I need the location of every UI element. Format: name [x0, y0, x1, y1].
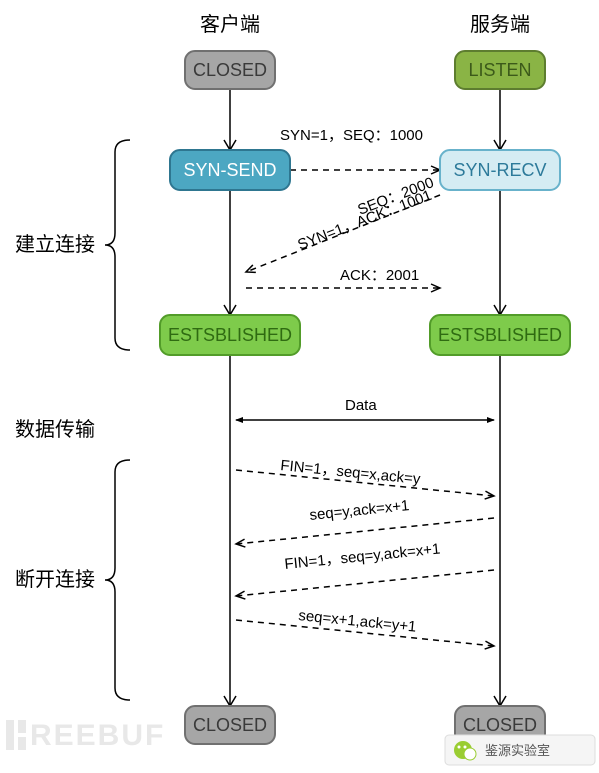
svg-text:REEBUF: REEBUF — [30, 719, 165, 752]
watermark-wechat: 鉴源实验室 — [445, 735, 595, 765]
svg-text:鉴源实验室: 鉴源实验室 — [485, 743, 550, 758]
client-established-label: ESTSBLISHED — [168, 325, 292, 345]
client-closed-bot: CLOSED — [185, 706, 275, 744]
message-fin1-label: FIN=1，seq=x,ack=y — [280, 457, 422, 488]
client-closed-bot-label: CLOSED — [193, 715, 267, 735]
message-fin2-label: FIN=1，seq=y,ack=x+1 — [284, 541, 441, 573]
message-fin2 — [236, 570, 494, 596]
server-listen-label: LISTEN — [468, 60, 531, 80]
message-ack3-label: seq=x+1,ack=y+1 — [298, 607, 418, 636]
server-syn-recv-label: SYN-RECV — [453, 160, 546, 180]
message-ack2-label: seq=y,ack=x+1 — [309, 497, 410, 524]
phase-brace — [105, 140, 130, 350]
phase-label: 断开连接 — [15, 568, 95, 591]
message-ack2 — [236, 518, 494, 544]
client-established: ESTSBLISHED — [160, 315, 300, 355]
header-client: 客户端 — [200, 13, 260, 36]
client-closed-top-label: CLOSED — [193, 60, 267, 80]
server-established-label: ESTSBLISHED — [438, 325, 562, 345]
phase-brace — [105, 460, 130, 700]
message-ack1-label: ACK：2001 — [340, 267, 419, 284]
server-syn-recv: SYN-RECV — [440, 150, 560, 190]
server-established: ESTSBLISHED — [430, 315, 570, 355]
phase-label: 数据传输 — [15, 418, 95, 441]
client-syn-send: SYN-SEND — [170, 150, 290, 190]
client-closed-top: CLOSED — [185, 51, 275, 89]
message-syn1-label: SYN=1，SEQ：1000 — [280, 127, 423, 144]
server-closed-bot-label: CLOSED — [463, 715, 537, 735]
server-listen: LISTEN — [455, 51, 545, 89]
watermark-freebuf: REEBUF — [6, 719, 165, 752]
tcp-state-diagram: REEBUF 客户端服务端 SYN=1，SEQ：1000SEQ：2000SYN=… — [0, 0, 599, 773]
client-syn-send-label: SYN-SEND — [183, 160, 276, 180]
message-data-label: Data — [345, 397, 377, 414]
header-server: 服务端 — [470, 13, 530, 36]
phase-label: 建立连接 — [15, 233, 95, 256]
message-synack-label2: SYN=1，ACK：1001 — [295, 187, 434, 254]
